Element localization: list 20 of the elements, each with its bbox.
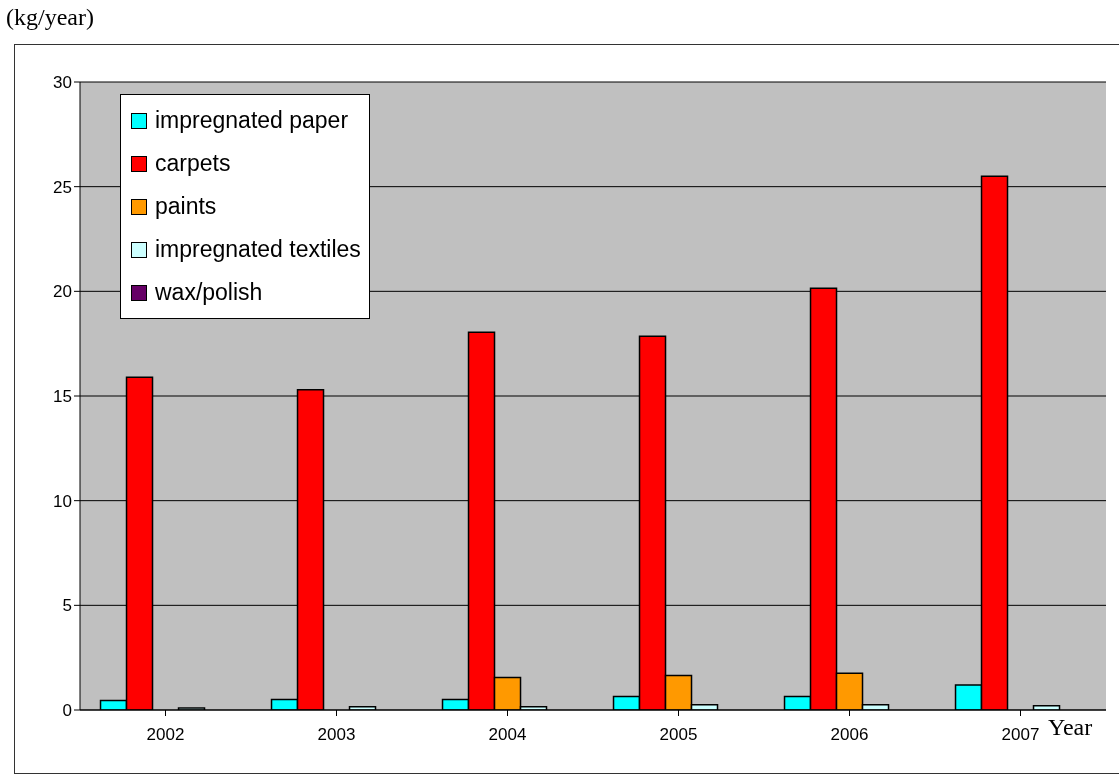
legend-label: carpets [155, 150, 231, 177]
y-tick-label: 15 [53, 387, 72, 407]
x-axis-title: Year [1048, 714, 1093, 741]
x-tick-label: 2004 [488, 725, 527, 745]
legend-label: paints [155, 193, 217, 220]
y-tick-label: 5 [62, 596, 72, 616]
y-tick-label: 30 [53, 73, 72, 93]
y-axis-title: (kg/year) [6, 4, 94, 31]
legend-label: wax/polish [155, 279, 263, 306]
y-tick-label: 25 [53, 177, 72, 197]
y-tick-label: 0 [62, 701, 72, 721]
x-tick-label: 2007 [1001, 725, 1040, 745]
legend-label: impregnated textiles [155, 236, 361, 263]
legend-label: impregnated paper [155, 107, 349, 134]
y-tick-label: 10 [53, 491, 72, 511]
x-tick-label: 2006 [830, 725, 869, 745]
y-tick-label: 20 [53, 282, 72, 302]
x-tick-label: 2002 [146, 725, 185, 745]
x-tick-label: 2005 [659, 725, 698, 745]
x-tick-label: 2003 [317, 725, 356, 745]
